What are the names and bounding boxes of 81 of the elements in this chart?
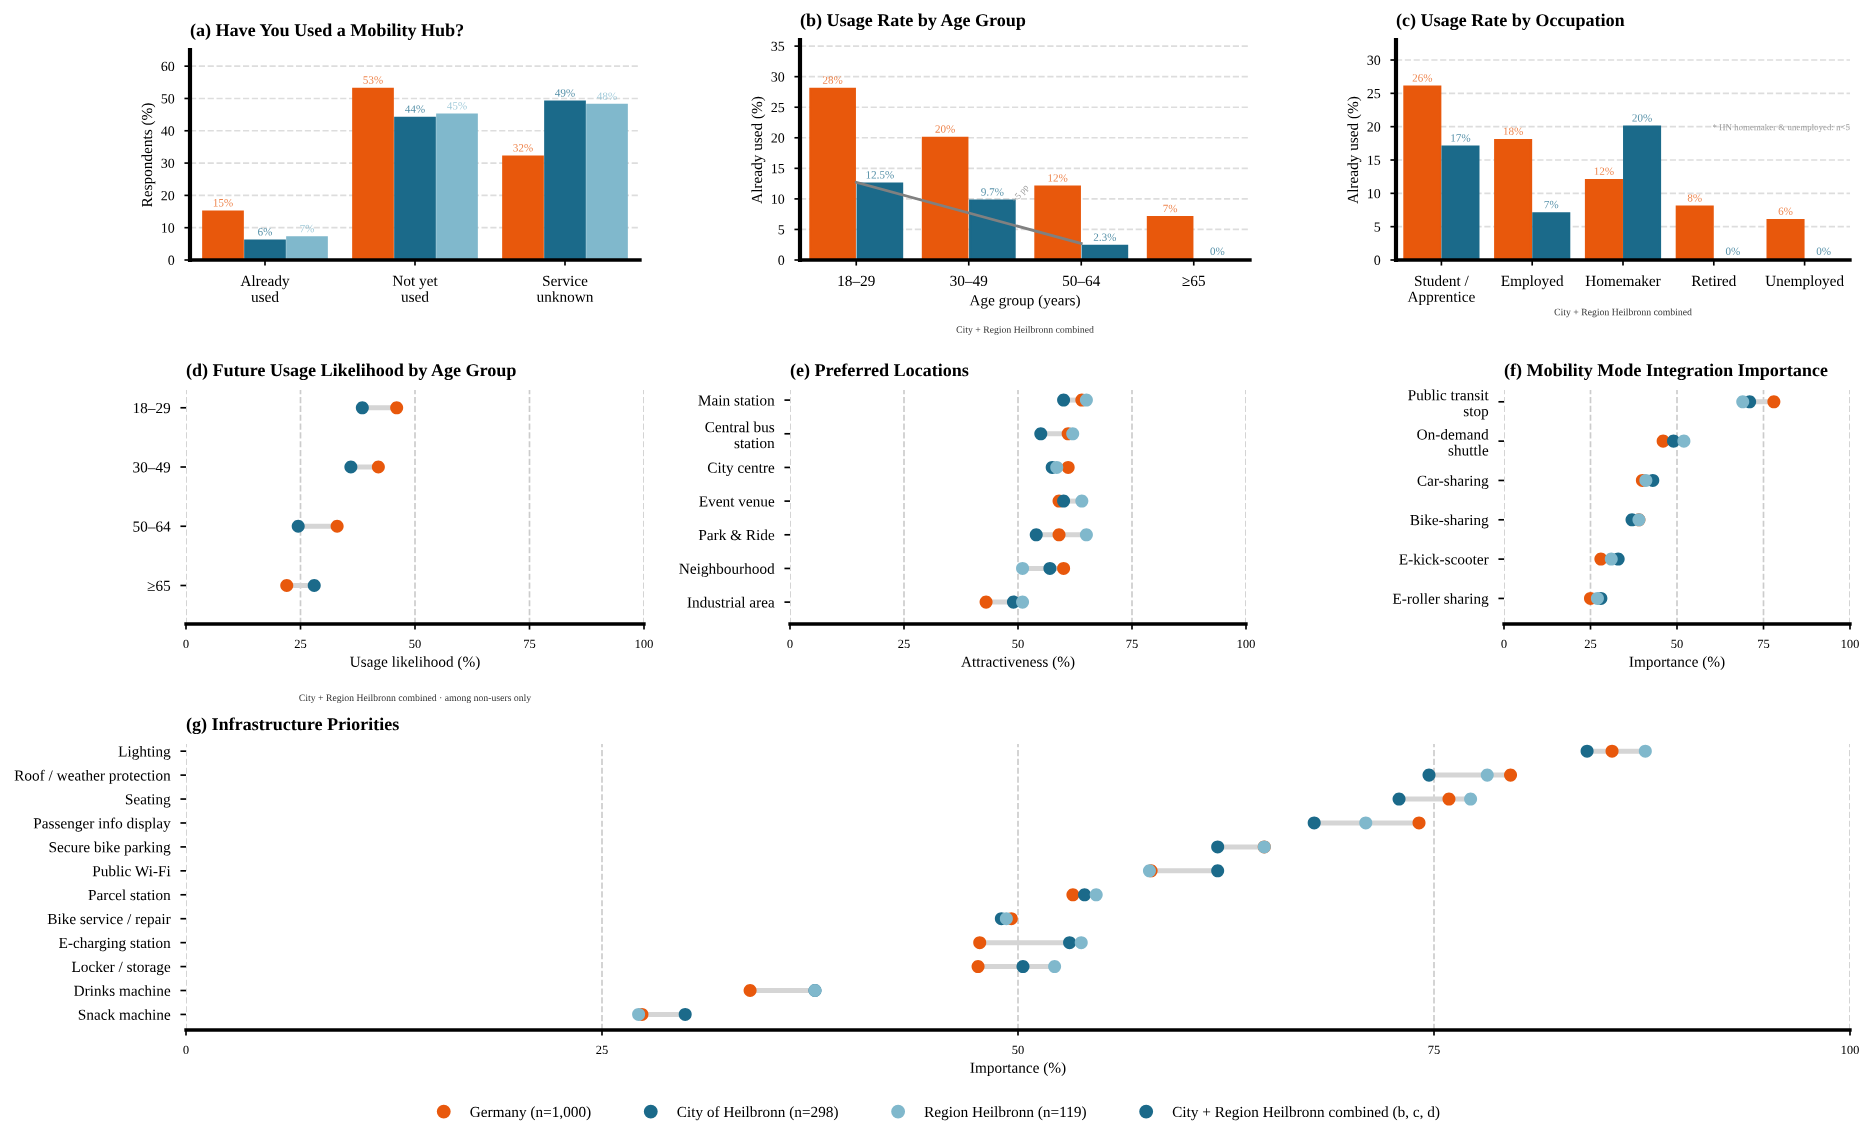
bar (436, 113, 478, 260)
point (1605, 744, 1619, 758)
point (1057, 561, 1071, 575)
point (1052, 528, 1066, 542)
point (743, 984, 757, 998)
point (1464, 792, 1478, 806)
chart-title: (e) Preferred Locations (790, 363, 969, 380)
chart-title: (b) Usage Rate by Age Group (800, 13, 1026, 31)
point (1016, 561, 1030, 575)
bar (502, 155, 544, 260)
point (1029, 528, 1043, 542)
point (1638, 744, 1652, 758)
bar (1675, 205, 1714, 260)
point (1089, 888, 1103, 902)
point (1034, 427, 1048, 441)
point (307, 578, 321, 593)
point (1078, 888, 1092, 902)
point (1422, 768, 1436, 782)
bar (1766, 218, 1805, 260)
bar (202, 210, 244, 260)
bar (1034, 185, 1081, 260)
bar (586, 103, 628, 260)
bar (544, 100, 586, 260)
point (1079, 528, 1093, 542)
point (330, 519, 344, 533)
point (1359, 816, 1373, 830)
point (1063, 936, 1077, 950)
bar (1403, 85, 1442, 260)
bar (856, 182, 904, 260)
bar (1532, 212, 1571, 260)
point (1307, 816, 1321, 830)
point (1016, 960, 1030, 974)
chart-title: (c) Usage Rate by Occupation (1396, 13, 1625, 31)
point (1057, 494, 1071, 508)
point (1074, 936, 1088, 950)
point (1677, 434, 1691, 448)
bar (1584, 178, 1623, 260)
bar (1146, 216, 1194, 260)
point (1392, 792, 1406, 806)
point (1050, 460, 1064, 474)
point (1211, 864, 1225, 878)
point (1480, 768, 1494, 782)
point (280, 578, 294, 593)
point (1043, 561, 1057, 575)
point (291, 519, 305, 533)
point (971, 960, 985, 974)
point (979, 595, 993, 609)
bar (394, 116, 436, 260)
bar (286, 236, 328, 260)
point (1211, 840, 1225, 854)
point (1412, 816, 1426, 830)
point (344, 460, 358, 474)
bar (1623, 125, 1662, 260)
chart-title: (f) Mobility Mode Integration Importance (1504, 363, 1828, 381)
bar (1441, 145, 1480, 260)
point (1057, 393, 1071, 407)
point (390, 401, 404, 415)
point (1736, 395, 1750, 409)
point (1580, 744, 1594, 758)
bar (352, 87, 394, 260)
point (1061, 460, 1075, 474)
bar (1494, 138, 1533, 260)
point (1442, 792, 1456, 806)
chart-title: (a) Have You Used a Mobility Hub? (190, 23, 464, 41)
bar (969, 199, 1016, 260)
point (1767, 395, 1781, 409)
point (371, 460, 385, 474)
bar (921, 136, 969, 260)
point (678, 1007, 692, 1021)
point (1075, 494, 1089, 508)
point (355, 401, 369, 415)
point (973, 936, 987, 950)
chart-title: (g) Infrastructure Priorities (186, 717, 399, 735)
chart-title: (d) Future Usage Likelihood by Age Group (186, 363, 516, 381)
point (1504, 768, 1518, 782)
bar (809, 87, 856, 260)
point (1016, 595, 1030, 609)
point (1066, 888, 1080, 902)
point (1048, 960, 1062, 974)
point (1066, 427, 1080, 441)
point (1604, 552, 1618, 566)
